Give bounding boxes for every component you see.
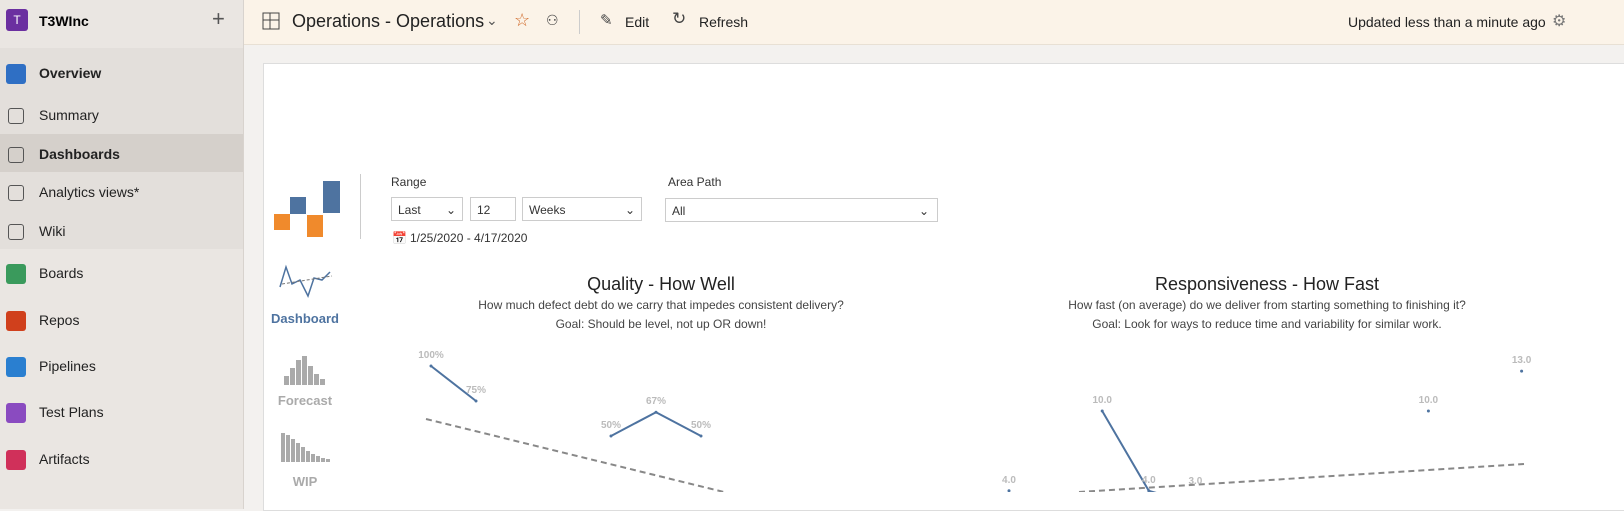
nav-item[interactable]: Analytics views* (39, 184, 140, 200)
nav-item[interactable]: Boards (39, 265, 84, 281)
data-label: 3.0 (1188, 476, 1202, 487)
chart-subtitle: Goal: Should be level, not up OR down! (556, 317, 767, 331)
data-point (1147, 489, 1151, 492)
chart-title: Responsiveness - How Fast (1155, 274, 1379, 294)
nav-icon (6, 450, 26, 470)
dashboard-title[interactable]: Operations - Operations (292, 11, 485, 31)
header: Operations - Operations ⌄ ☆ ⚇ ✎ Edit ↻ R… (244, 0, 1624, 45)
trend-line (1078, 463, 1525, 492)
charts: Quality - How Well How much defect debt d… (418, 274, 1532, 492)
nav-icon (8, 224, 24, 240)
data-label: 100% (418, 350, 444, 361)
date-range: 1/25/2020 - 4/17/2020 (410, 231, 528, 245)
selected-row (0, 134, 243, 172)
data-point (1520, 369, 1524, 373)
data-point (609, 434, 613, 438)
settings-icon[interactable]: ⚙ (1552, 13, 1567, 30)
wip-nav-icon[interactable] (280, 431, 332, 463)
chart-subtitle: Goal: Look for ways to reduce time and v… (1092, 317, 1441, 331)
nav-icon (6, 357, 26, 377)
nav-dashboard[interactable]: Dashboard (271, 311, 339, 326)
nav-item[interactable]: Artifacts (39, 451, 90, 467)
org-avatar[interactable]: T (6, 9, 28, 31)
range-unit-value: Weeks (529, 203, 566, 217)
nav-wip[interactable]: WIP (292, 474, 318, 489)
data-point (699, 434, 703, 438)
status: Updated less than a minute ago (1348, 14, 1546, 30)
range-count-value: 12 (477, 203, 491, 217)
dropdown-caret[interactable]: ⌄ (486, 12, 498, 28)
data-point (1007, 489, 1011, 492)
team-icon[interactable]: ⚇ (546, 12, 559, 28)
area-value: All (672, 204, 686, 218)
data-label: 75% (466, 385, 486, 396)
data-label: 13.0 (1512, 355, 1532, 366)
chart-subtitle: How fast (on average) do we deliver from… (1068, 298, 1466, 312)
area-label: Area Path (668, 175, 722, 189)
data-label: 10.0 (1092, 395, 1112, 406)
data-label: 4.0 (1142, 475, 1156, 486)
nav-icon (6, 264, 26, 284)
report-logo (274, 181, 340, 237)
nav-icon (8, 147, 24, 163)
dashboard-icon (262, 12, 280, 30)
chart-title: Quality - How Well (587, 274, 735, 294)
nav-item[interactable]: Repos (39, 312, 80, 328)
forecast-nav-icon[interactable] (282, 354, 328, 386)
data-label: 50% (691, 420, 711, 431)
dashboard-nav-icon[interactable] (278, 262, 334, 300)
data-point (429, 364, 433, 368)
series-line (1102, 371, 1521, 492)
nav-icon (8, 108, 24, 124)
data-point (654, 410, 658, 414)
range-count[interactable]: 12 (470, 197, 516, 221)
chart-subtitle: How much defect debt do we carry that im… (478, 298, 844, 312)
nav-item[interactable]: Pipelines (39, 358, 96, 374)
org-name[interactable]: T3WInc (39, 13, 89, 29)
nav-item[interactable]: Summary (39, 107, 99, 123)
data-label: 50% (601, 420, 621, 431)
refresh-icon[interactable]: ↻ (672, 9, 687, 28)
nav-icon (6, 403, 26, 423)
nav-icon (6, 311, 26, 331)
data-label: 4.0 (1002, 475, 1016, 486)
nav-item[interactable]: Wiki (39, 223, 66, 239)
divider (579, 10, 580, 34)
nav-forecast[interactable]: Forecast (277, 393, 333, 408)
nav-icon (6, 64, 26, 84)
range-mode[interactable]: Last ⌄ (391, 197, 463, 221)
area-select[interactable]: All ⌄ (665, 198, 938, 222)
data-point (1426, 409, 1430, 413)
calendar-icon: 📅 (392, 231, 407, 245)
nav-item[interactable]: Overview (39, 65, 102, 81)
range-label: Range (391, 175, 427, 189)
data-point (474, 399, 478, 403)
nav-item[interactable]: Dashboards (39, 146, 120, 162)
trend-line (425, 418, 725, 492)
favorite-star[interactable]: ☆ (514, 10, 531, 30)
nav-item[interactable]: Test Plans (39, 404, 104, 420)
edit-icon[interactable]: ✎ (600, 12, 613, 29)
sidebar: T T3WInc + Overview Summary Dashboards Anal… (0, 0, 244, 509)
nav-icon (8, 185, 24, 201)
divider (360, 174, 361, 239)
report-panel: Dashboard Forecast WIP Range Last ⌄ 12 We… (263, 63, 1624, 511)
data-label: 67% (646, 396, 666, 407)
range-unit[interactable]: Weeks ⌄ (522, 197, 642, 221)
data-label: 10.0 (1419, 395, 1439, 406)
add-button[interactable]: + (212, 6, 225, 31)
refresh-button[interactable]: Refresh (699, 14, 749, 30)
range-mode-value: Last (398, 203, 421, 217)
data-point (1100, 409, 1104, 413)
edit-button[interactable]: Edit (625, 14, 650, 30)
